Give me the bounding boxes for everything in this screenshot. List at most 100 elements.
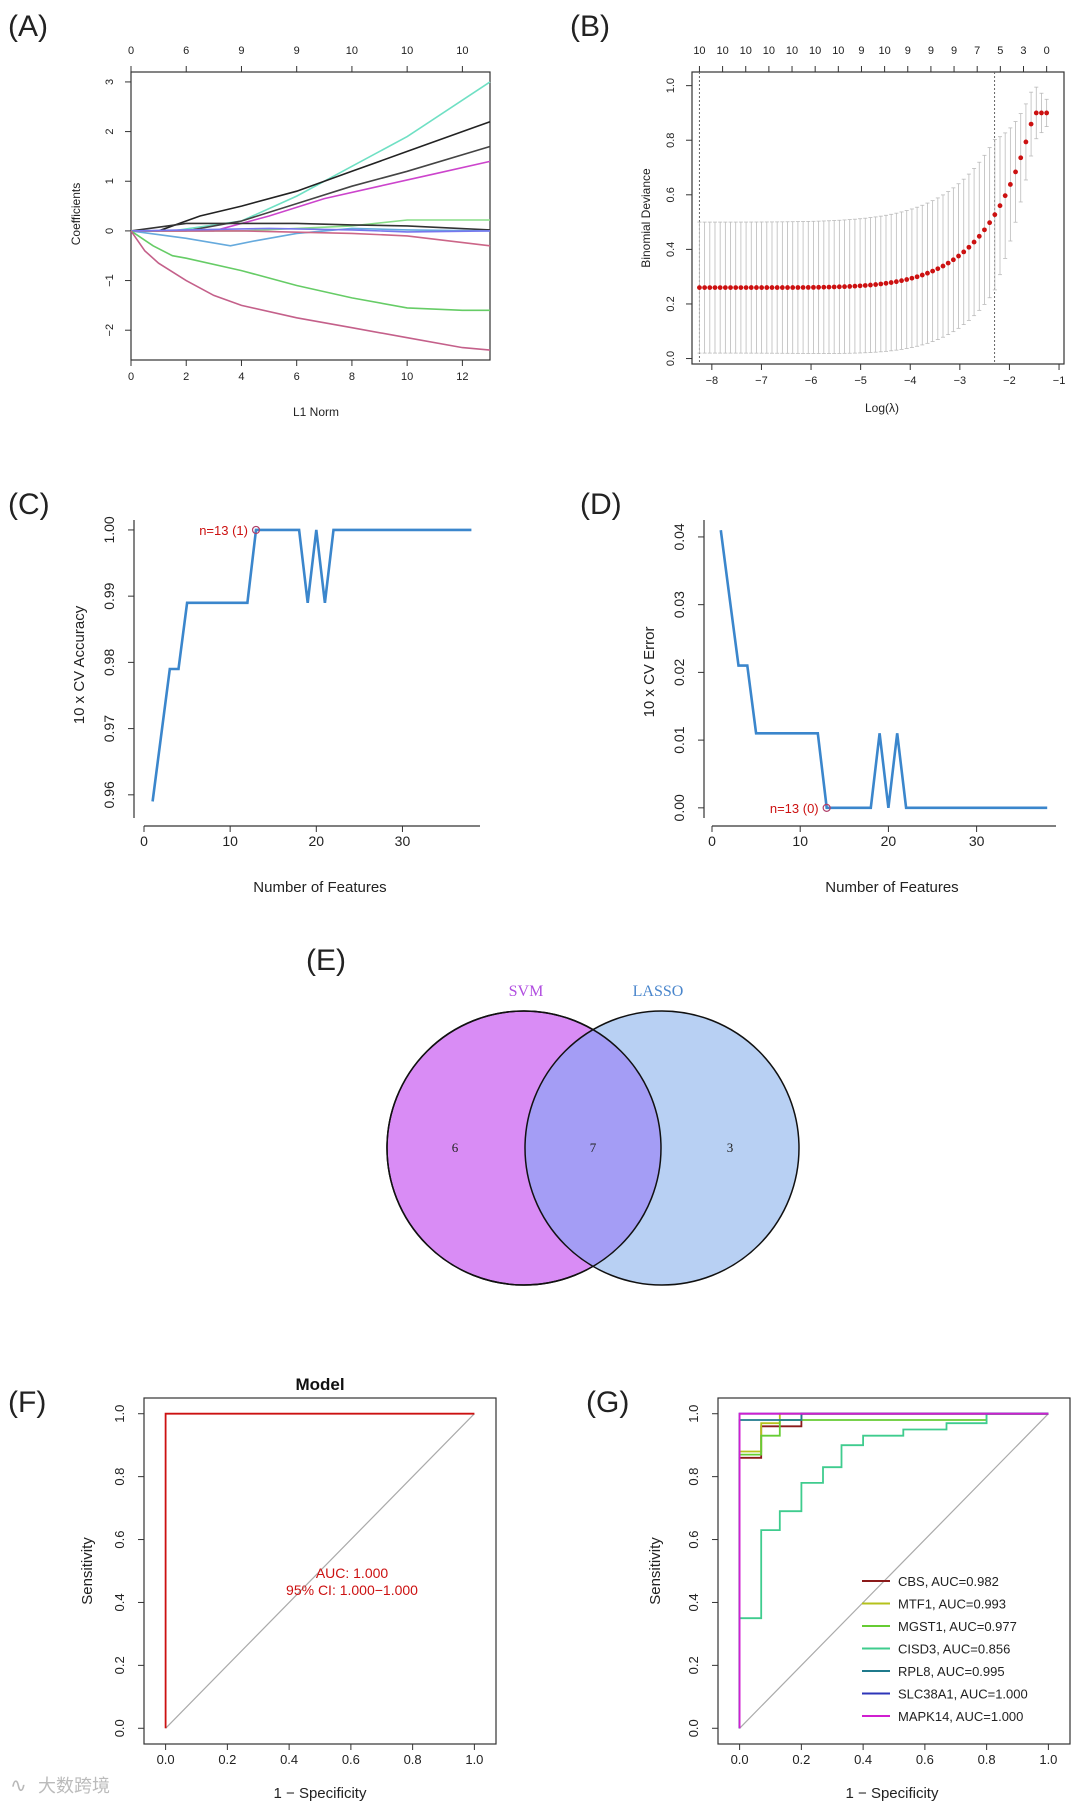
panel-b-y-label: Binomial Deviance bbox=[639, 168, 653, 268]
panel-g-ytick-label: 0.8 bbox=[686, 1468, 701, 1486]
panel-b-toptick-label: 10 bbox=[763, 45, 775, 57]
venn-label-lasso: LASSO bbox=[633, 983, 684, 1000]
panel-f-y-label: Sensitivity bbox=[79, 1537, 96, 1605]
panel-label-d: (D) bbox=[580, 488, 622, 521]
watermark: ∿ 大数跨境 bbox=[10, 1775, 110, 1797]
panel-b-deviance-point bbox=[1023, 139, 1029, 145]
panel-b-deviance-point bbox=[816, 284, 822, 290]
panel-g-xtick-label: 1.0 bbox=[1039, 1752, 1057, 1767]
panel-d-ytick-label: 0.03 bbox=[671, 591, 687, 618]
panel-g-legend-label-mtf1: MTF1, AUC=0.993 bbox=[898, 1597, 1006, 1612]
panel-a-plot-frame bbox=[130, 71, 491, 361]
panel-b-deviance-point bbox=[707, 285, 713, 290]
panel-b-deviance-point bbox=[971, 239, 977, 245]
panel-b-deviance-point bbox=[976, 233, 982, 239]
panel-g-legend-label-slc38a1: SLC38A1, AUC=1.000 bbox=[898, 1687, 1028, 1702]
panel-b-deviance-point bbox=[764, 285, 770, 290]
panel-a-ytick-label: 3 bbox=[104, 79, 116, 85]
panel-f-x-label: 1 − Specificity bbox=[274, 1785, 367, 1802]
panel-d-ytick-label: 0.01 bbox=[671, 726, 687, 753]
panel-g-plot-frame bbox=[717, 1397, 1071, 1745]
panel-c-series-line bbox=[151, 528, 472, 802]
panel-b-xtick-label: −6 bbox=[805, 375, 818, 387]
panel-b-deviance-point bbox=[950, 257, 956, 263]
panel-c-y-label: 10 x CV Accuracy bbox=[71, 605, 88, 724]
panel-b-deviance-point bbox=[722, 285, 728, 290]
panel-g-diagonal-group bbox=[739, 1413, 1049, 1729]
panel-b-x-label: Log(λ) bbox=[865, 401, 899, 415]
panel-g-y-label: Sensitivity bbox=[647, 1537, 664, 1605]
panel-a-xtick-label: 2 bbox=[183, 371, 189, 383]
panel-c-annotation-text: n=13 (1) bbox=[199, 523, 248, 538]
panel-b-deviance-point bbox=[805, 285, 811, 290]
panel-b-deviance-point bbox=[982, 227, 987, 233]
venn-count-svm-only: 6 bbox=[452, 1140, 459, 1155]
panel-b-ytick-label: 0.0 bbox=[665, 351, 677, 366]
panel-b-deviance-point bbox=[712, 285, 718, 290]
panel-c-xtick-label: 20 bbox=[309, 833, 325, 849]
panel-b-deviance-point bbox=[1013, 169, 1018, 175]
panel-d-annotation-group: n=13 (0) bbox=[770, 801, 831, 816]
panel-a-coef-path-11 bbox=[130, 230, 491, 351]
panel-g-xtick-label: 0.6 bbox=[916, 1752, 934, 1767]
panel-b-deviance-point bbox=[873, 282, 879, 287]
panel-a-xtick-label: 10 bbox=[401, 371, 413, 383]
panel-b-toptick-label: 9 bbox=[858, 45, 864, 57]
panel-b-deviance-points bbox=[697, 86, 1050, 354]
panel-a-ytick-label: 2 bbox=[104, 129, 116, 135]
panel-b-deviance-point bbox=[717, 285, 723, 290]
panel-a-toptick-label: 10 bbox=[401, 45, 413, 57]
panel-b-toptick-label: 10 bbox=[878, 45, 890, 57]
panel-b-deviance-point bbox=[888, 280, 894, 285]
panel-c-series-group bbox=[151, 528, 472, 802]
panel-c-xtick-label: 0 bbox=[140, 833, 148, 849]
panel-a-toptick-label: 10 bbox=[456, 45, 468, 57]
panel-f-x-ticks: 0.0 0.2 0.4 0.6 0.8 1.0 bbox=[157, 1744, 483, 1767]
panel-b-deviance-point bbox=[966, 244, 972, 250]
panel-b-cv-binomial-deviance: −8 −7 −6 −5 −4 −3 −2 −1 0.00.20.40.60.81.0 10 10… bbox=[639, 45, 1065, 415]
panel-d-annotation-text: n=13 (0) bbox=[770, 801, 819, 816]
panel-b-deviance-point bbox=[878, 281, 884, 287]
panel-g-ytick-label: 0.6 bbox=[686, 1531, 701, 1549]
panel-d-y-label: 10 x CV Error bbox=[641, 627, 658, 718]
panel-b-deviance-point bbox=[779, 285, 785, 290]
panel-label-g: (G) bbox=[586, 1386, 629, 1419]
panel-g-y-ticks: 0.0 0.2 0.4 0.6 0.8 1.0 bbox=[686, 1405, 718, 1737]
panel-a-y-label: Coefficients bbox=[69, 183, 83, 245]
panel-a-ytick-label: 0 bbox=[104, 228, 116, 234]
panel-b-deviance-point bbox=[987, 220, 993, 226]
panel-g-legend-label-cbs: CBS, AUC=0.982 bbox=[898, 1574, 999, 1589]
panel-g-ytick-label: 0.2 bbox=[686, 1656, 701, 1674]
panel-d-cv-error: 0 10 20 30 0.00 0.01 0.02 0.03 0.04 n=13 (0) Nu… bbox=[641, 520, 1056, 896]
panel-g-series-group bbox=[738, 1412, 1049, 1729]
panel-d-annotation-marker bbox=[822, 803, 831, 812]
panel-b-deviance-point bbox=[826, 284, 832, 290]
panel-a-xtick-label: 0 bbox=[128, 371, 134, 383]
panel-g-legend-label-cisd3: CISD3, AUC=0.856 bbox=[898, 1642, 1010, 1657]
panel-a-toptick-label: 10 bbox=[346, 45, 358, 57]
panel-a-x-ticks: 0 2 4 6 8 10 12 bbox=[128, 360, 469, 383]
panel-b-deviance-point bbox=[1039, 110, 1044, 116]
panel-c-annotation-group: n=13 (1) bbox=[199, 523, 261, 538]
panel-c-y-ticks: 0.96 0.97 0.98 0.99 1.00 bbox=[101, 516, 134, 808]
panel-g-legend-label-rpl8: RPL8, AUC=0.995 bbox=[898, 1664, 1005, 1679]
panel-f-diagonal-group bbox=[165, 1413, 475, 1729]
panel-b-deviance-point bbox=[857, 283, 863, 289]
panel-b-plot-frame bbox=[691, 71, 1065, 365]
panel-f-xtick-label: 0.4 bbox=[280, 1752, 298, 1767]
panel-b-deviance-point bbox=[774, 285, 780, 290]
panel-b-deviance-point bbox=[811, 284, 816, 290]
panel-f-model-roc: 0.0 0.2 0.4 0.6 0.8 1.0 0.0 0.2 0.4 0.6 0.8 1.0 Mo… bbox=[79, 1375, 497, 1802]
panel-b-deviance-point bbox=[919, 272, 925, 278]
panel-b-toptick-label: 10 bbox=[832, 45, 844, 57]
panel-b-xtick-label: −8 bbox=[706, 375, 719, 387]
panel-g-xtick-label: 0.2 bbox=[792, 1752, 810, 1767]
panel-a-toptick-label: 9 bbox=[294, 45, 300, 57]
panel-b-deviance-point bbox=[842, 284, 847, 290]
panel-e-venn-diagram: SVM LASSO 6 7 3 bbox=[386, 983, 800, 1286]
panel-b-deviance-point bbox=[909, 275, 915, 281]
panel-b-deviance-point bbox=[930, 268, 936, 274]
panel-b-ytick-label: 0.6 bbox=[665, 187, 677, 202]
panel-b-deviance-point bbox=[914, 274, 920, 280]
